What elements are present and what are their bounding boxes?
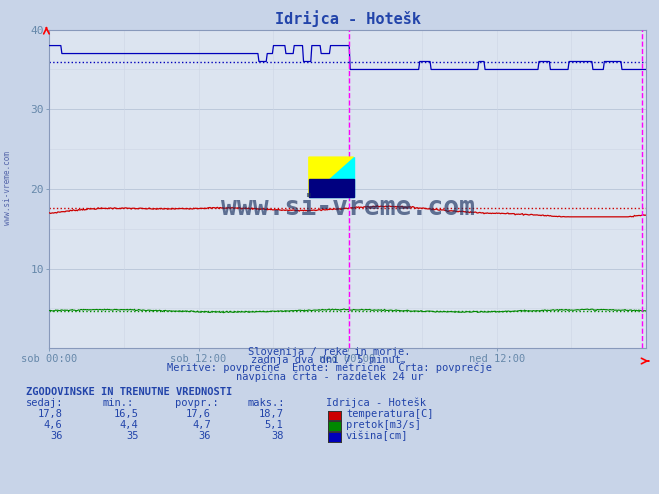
- Text: 5,1: 5,1: [265, 420, 283, 430]
- Text: 17,6: 17,6: [186, 410, 211, 419]
- Text: zadnja dva dni / 5 minut.: zadnja dva dni / 5 minut.: [251, 355, 408, 365]
- Polygon shape: [309, 157, 354, 197]
- Text: pretok[m3/s]: pretok[m3/s]: [346, 420, 421, 430]
- Text: ZGODOVINSKE IN TRENUTNE VREDNOSTI: ZGODOVINSKE IN TRENUTNE VREDNOSTI: [26, 387, 233, 397]
- Text: Slovenija / reke in morje.: Slovenija / reke in morje.: [248, 347, 411, 357]
- Text: višina[cm]: višina[cm]: [346, 431, 409, 441]
- Text: Idrijca - Hotešk: Idrijca - Hotešk: [326, 398, 426, 408]
- Text: navpična črta - razdelek 24 ur: navpična črta - razdelek 24 ur: [236, 371, 423, 382]
- Polygon shape: [309, 157, 354, 197]
- Text: 18,7: 18,7: [258, 410, 283, 419]
- Polygon shape: [309, 179, 354, 197]
- Text: 36: 36: [50, 431, 63, 441]
- Text: sedaj:: sedaj:: [26, 398, 64, 408]
- Text: 4,4: 4,4: [120, 420, 138, 430]
- Title: Idrijca - Hotešk: Idrijca - Hotešk: [275, 10, 420, 27]
- Text: 35: 35: [126, 431, 138, 441]
- Text: 17,8: 17,8: [38, 410, 63, 419]
- Text: maks.:: maks.:: [247, 398, 285, 408]
- Text: www.si-vreme.com: www.si-vreme.com: [221, 195, 474, 221]
- Text: min.:: min.:: [102, 398, 133, 408]
- Text: Meritve: povprečne  Enote: metrične  Črta: povprečje: Meritve: povprečne Enote: metrične Črta:…: [167, 362, 492, 373]
- Text: 38: 38: [271, 431, 283, 441]
- Text: 4,7: 4,7: [192, 420, 211, 430]
- Text: 36: 36: [198, 431, 211, 441]
- Text: povpr.:: povpr.:: [175, 398, 218, 408]
- Text: temperatura[C]: temperatura[C]: [346, 410, 434, 419]
- Text: 4,6: 4,6: [44, 420, 63, 430]
- Text: www.si-vreme.com: www.si-vreme.com: [3, 151, 13, 225]
- Text: 16,5: 16,5: [113, 410, 138, 419]
